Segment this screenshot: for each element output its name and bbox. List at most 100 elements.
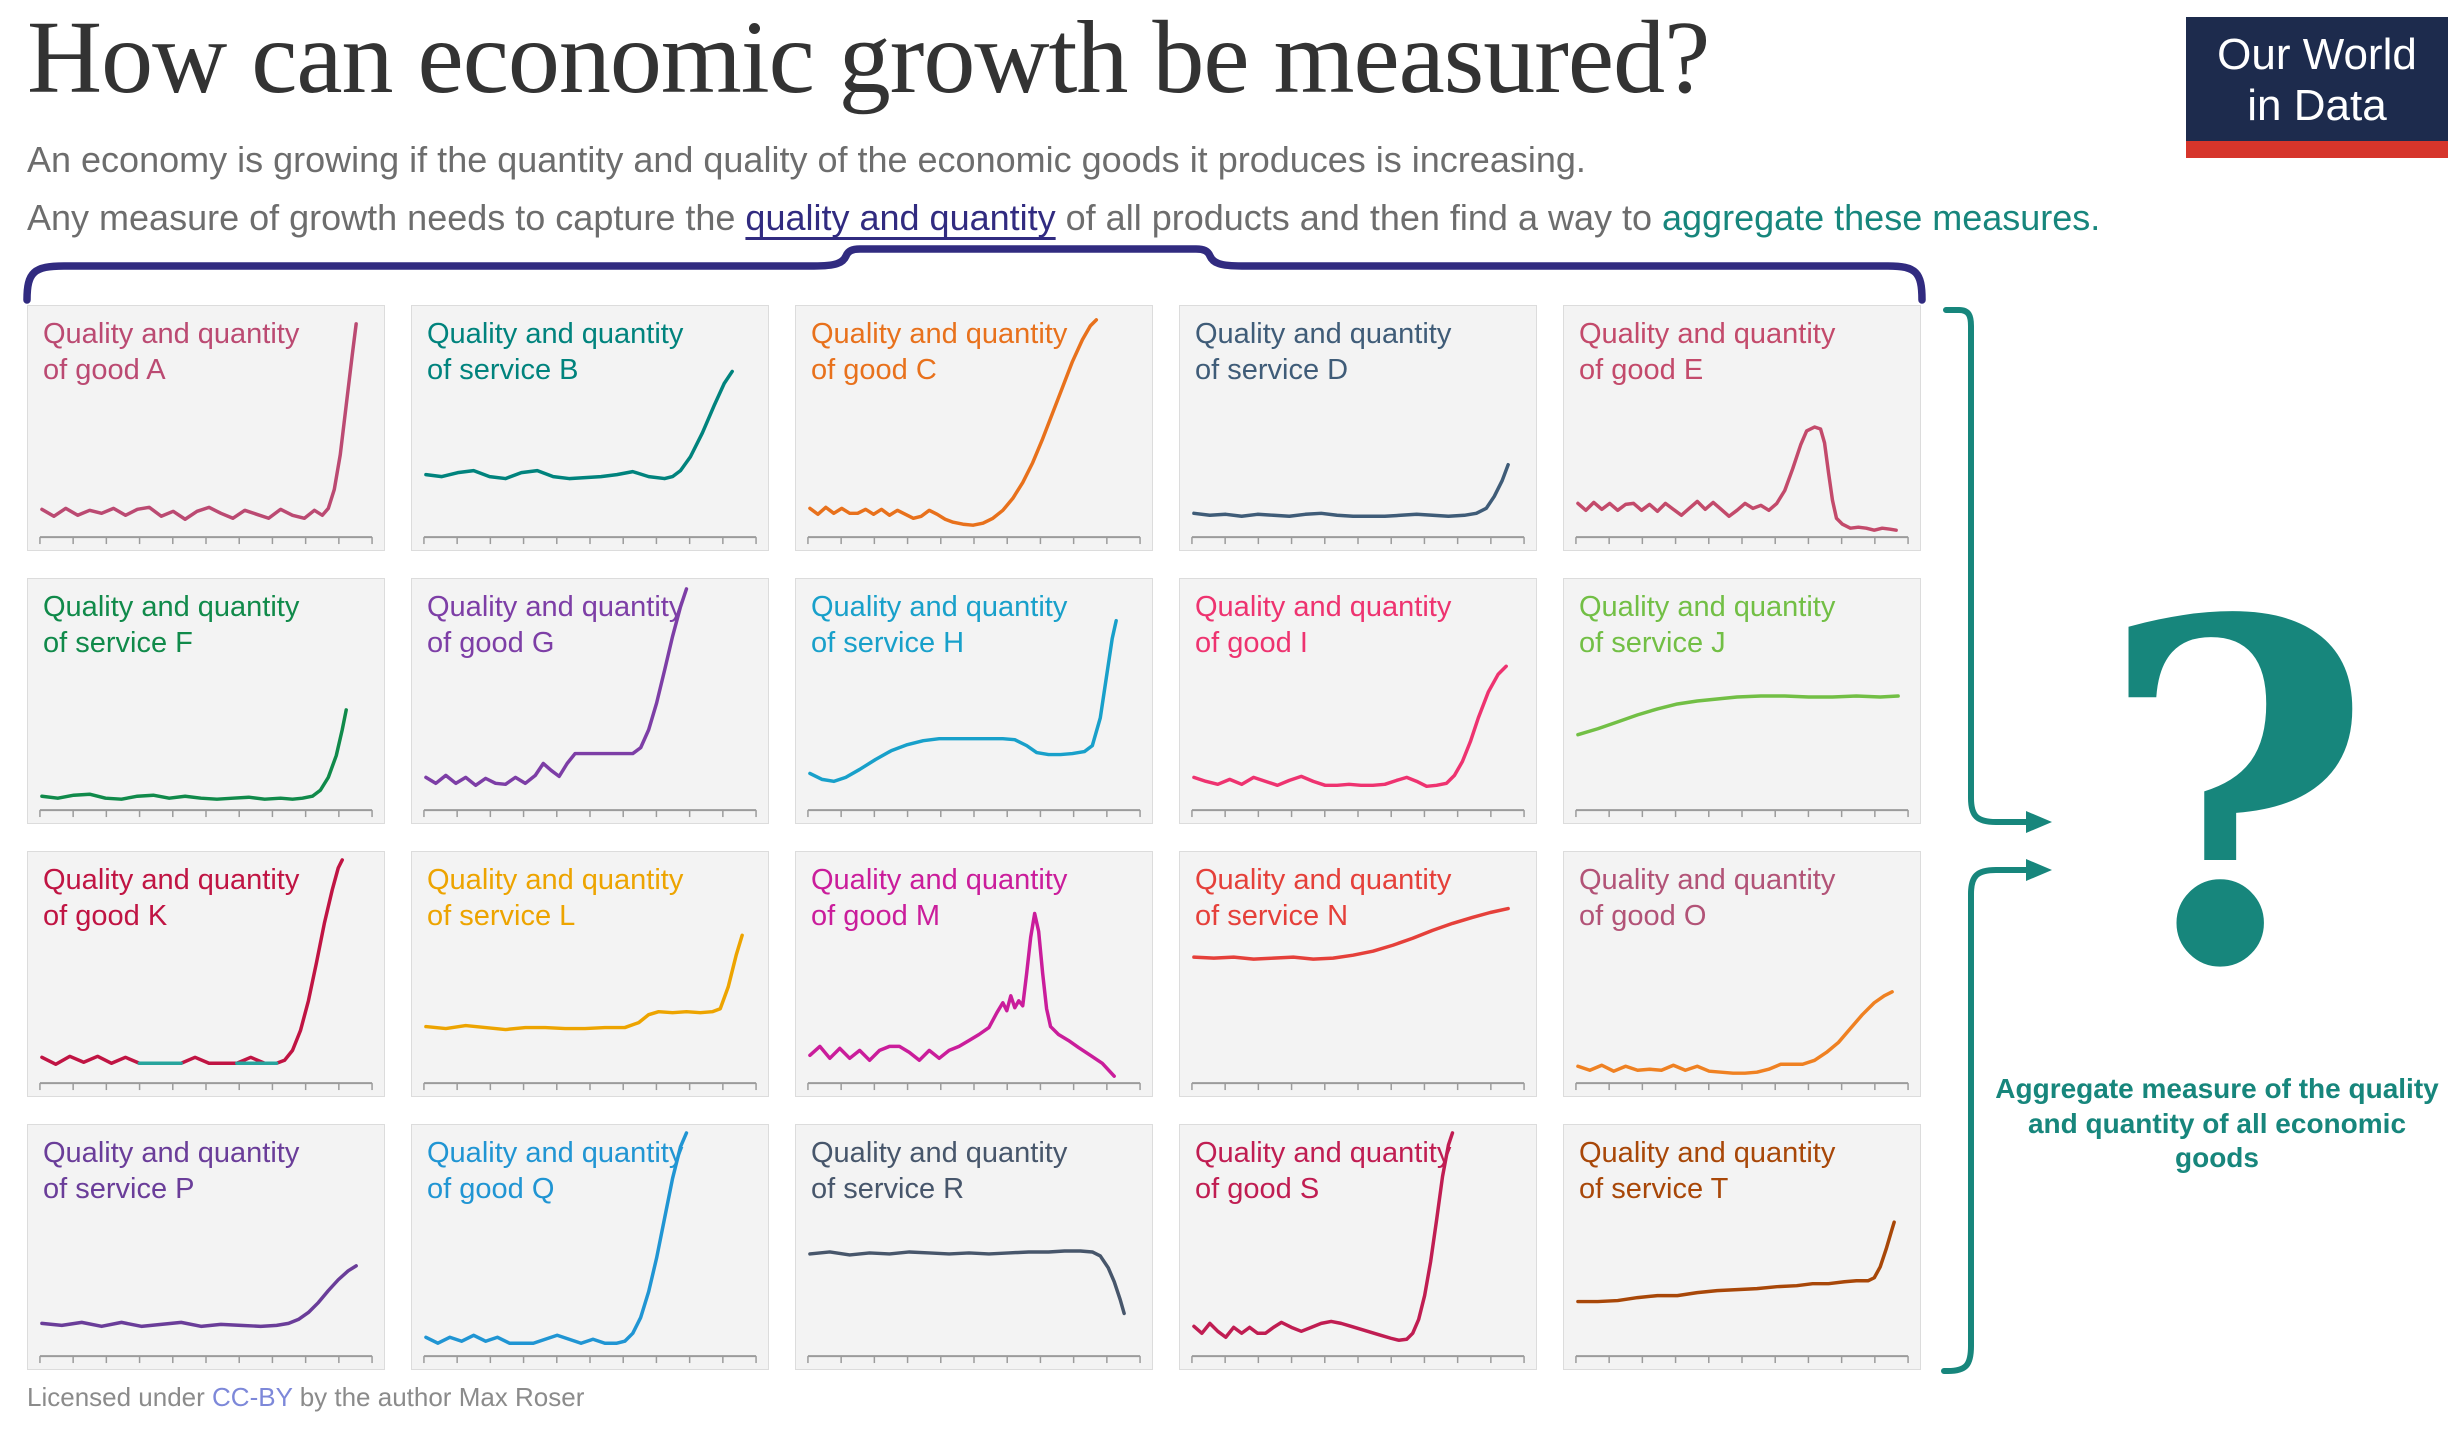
chart-panel-I: Quality and quantity of good I bbox=[1179, 578, 1537, 824]
chart-title-line1: Quality and quantity bbox=[43, 318, 300, 350]
chart-title-line1: Quality and quantity bbox=[427, 591, 684, 623]
sparkline-N bbox=[1191, 906, 1525, 1091]
sparkline-H bbox=[807, 618, 1141, 818]
lower-arrowhead bbox=[2026, 859, 2052, 881]
sparkline-J bbox=[1575, 694, 1909, 818]
chart-panel-T: Quality and quantity of service T bbox=[1563, 1124, 1921, 1370]
license-pre: Licensed under bbox=[27, 1382, 213, 1412]
chart-title-line1: Quality and quantity bbox=[427, 318, 684, 350]
page-title: How can economic growth be measured? bbox=[27, 0, 1710, 115]
sparkline-C bbox=[807, 318, 1141, 545]
logo-line1: Our World bbox=[2217, 30, 2417, 79]
sparkline-path bbox=[808, 318, 1099, 527]
sparkline-path bbox=[1576, 694, 1900, 737]
chart-panel-J: Quality and quantity of service J bbox=[1563, 578, 1921, 824]
chart-panel-S: Quality and quantity of good S bbox=[1179, 1124, 1537, 1370]
sparkline-F bbox=[39, 708, 373, 818]
chart-title-line2: of good E bbox=[1579, 353, 1704, 386]
chart-panel-E: Quality and quantity of good E bbox=[1563, 305, 1921, 551]
chart-title: Quality and quantity of good Q bbox=[427, 1136, 683, 1208]
sparkline-path bbox=[424, 1131, 689, 1345]
chart-title-line2: of good C bbox=[811, 353, 937, 386]
sparkline-path bbox=[424, 933, 744, 1032]
quality-quantity-highlight: quality and quantity bbox=[745, 197, 1056, 238]
chart-title-line2: of good S bbox=[1195, 1172, 1320, 1205]
sparkline-path bbox=[1576, 425, 1898, 532]
logo-red-bar bbox=[2186, 141, 2448, 158]
chart-title-line1: Quality and quantity bbox=[43, 1137, 300, 1169]
chart-panel-M: Quality and quantity of good M bbox=[795, 851, 1153, 1097]
chart-title-line1: Quality and quantity bbox=[427, 864, 684, 896]
upper-bracket bbox=[1943, 307, 2031, 825]
owid-logo: Our World in Data bbox=[2186, 17, 2448, 158]
chart-title: Quality and quantity of service D bbox=[1195, 317, 1451, 389]
chart-title-line1: Quality and quantity bbox=[1579, 864, 1836, 896]
chart-title-line2: of service N bbox=[1195, 899, 1349, 932]
chart-title-line2: of service P bbox=[43, 1172, 195, 1205]
chart-panel-L: Quality and quantity of service L bbox=[411, 851, 769, 1097]
license-note: Licensed under CC-BY by the author Max R… bbox=[27, 1382, 584, 1413]
chart-title: Quality and quantity of service R bbox=[811, 1136, 1067, 1208]
chart-panel-B: Quality and quantity of service B bbox=[411, 305, 769, 551]
chart-title-line2: of good M bbox=[811, 899, 940, 932]
sparkline-G bbox=[423, 587, 757, 818]
chart-title: Quality and quantity of good K bbox=[43, 863, 299, 935]
chart-title: Quality and quantity of good A bbox=[43, 317, 299, 389]
sparkline-path bbox=[424, 369, 734, 481]
chart-title: Quality and quantity of good G bbox=[427, 590, 683, 662]
chart-panel-H: Quality and quantity of service H bbox=[795, 578, 1153, 824]
sparkline-path bbox=[1192, 906, 1510, 961]
chart-title-line1: Quality and quantity bbox=[811, 1137, 1068, 1169]
chart-title-line1: Quality and quantity bbox=[1195, 864, 1452, 896]
chart-title-line1: Quality and quantity bbox=[811, 864, 1068, 896]
subtitle-line1: An economy is growing if the quantity an… bbox=[27, 139, 1586, 180]
chart-title: Quality and quantity of good O bbox=[1579, 863, 1835, 935]
chart-title-line2: of good K bbox=[43, 899, 168, 932]
sparkline-path bbox=[1576, 990, 1894, 1075]
chart-title: Quality and quantity of good C bbox=[811, 317, 1067, 389]
sparkline-path bbox=[1192, 462, 1510, 519]
chart-title-line1: Quality and quantity bbox=[1579, 318, 1836, 350]
chart-title-line1: Quality and quantity bbox=[1195, 1137, 1452, 1169]
sparkline-path bbox=[40, 322, 358, 521]
chart-panel-P: Quality and quantity of service P bbox=[27, 1124, 385, 1370]
sparkline-Q bbox=[423, 1131, 757, 1364]
sparkline-L bbox=[423, 933, 757, 1091]
aggregate-measures-highlight: aggregate these measures. bbox=[1662, 197, 2101, 238]
chart-title: Quality and quantity of good S bbox=[1195, 1136, 1451, 1208]
sparkline-B bbox=[423, 369, 757, 545]
sparkline-path bbox=[40, 708, 348, 801]
sparkline-path bbox=[1192, 664, 1508, 789]
sparkline-K bbox=[39, 858, 373, 1091]
chart-title-line2: of good O bbox=[1579, 899, 1707, 932]
chart-panel-C: Quality and quantity of good C bbox=[795, 305, 1153, 551]
chart-title-line2: of service B bbox=[427, 353, 579, 386]
question-mark: ? bbox=[2098, 519, 2374, 1071]
chart-title-line1: Quality and quantity bbox=[1195, 591, 1452, 623]
subtitle-line2: Any measure of growth needs to capture t… bbox=[27, 197, 2100, 239]
top-brace bbox=[23, 245, 1926, 304]
sparkline-P bbox=[39, 1264, 373, 1364]
sparkline-path bbox=[1192, 1131, 1455, 1342]
sparkline-E bbox=[1575, 425, 1909, 545]
sparkline-R bbox=[807, 1249, 1141, 1364]
cc-by-link[interactable]: CC-BY bbox=[212, 1382, 293, 1412]
logo-line2: in Data bbox=[2247, 81, 2387, 131]
chart-panel-F: Quality and quantity of service F bbox=[27, 578, 385, 824]
chart-title: Quality and quantity of service F bbox=[43, 590, 299, 662]
chart-title: Quality and quantity of service N bbox=[1195, 863, 1451, 935]
chart-title-line1: Quality and quantity bbox=[1579, 591, 1836, 623]
chart-title: Quality and quantity of service P bbox=[43, 1136, 299, 1208]
subtitle2-pre: Any measure of growth needs to capture t… bbox=[27, 197, 746, 238]
sparkline-M bbox=[807, 911, 1141, 1091]
chart-title: Quality and quantity of service J bbox=[1579, 590, 1835, 662]
chart-title-line2: of service R bbox=[811, 1172, 965, 1205]
chart-title: Quality and quantity of service T bbox=[1579, 1136, 1835, 1208]
chart-panel-N: Quality and quantity of service N bbox=[1179, 851, 1537, 1097]
chart-title-line2: of good A bbox=[43, 353, 166, 386]
chart-title: Quality and quantity of good I bbox=[1195, 590, 1451, 662]
chart-title-line1: Quality and quantity bbox=[1579, 1137, 1836, 1169]
chart-title-line2: of good G bbox=[427, 626, 555, 659]
chart-title-line1: Quality and quantity bbox=[811, 591, 1068, 623]
upper-arrowhead bbox=[2026, 811, 2052, 833]
